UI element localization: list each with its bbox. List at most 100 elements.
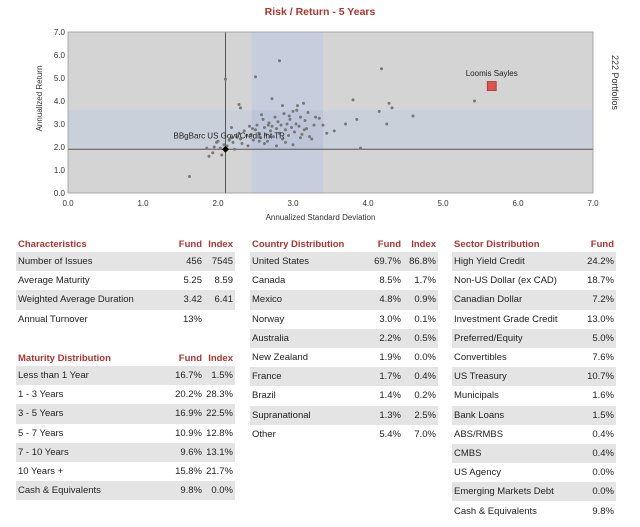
- cell-value: 5.25: [183, 275, 203, 287]
- data-point: [297, 124, 301, 128]
- data-point: [296, 104, 299, 108]
- column-header: Index: [208, 353, 233, 364]
- cell-value: 4.8%: [360, 290, 403, 310]
- x-tick-label: 2.0: [212, 199, 224, 208]
- table-row: US Agency 0.0%: [452, 463, 616, 482]
- cell-value: [204, 310, 235, 329]
- data-point: [279, 123, 283, 127]
- table-row: High Yield Credit 24.2%: [452, 252, 616, 272]
- horizontal-band: [68, 110, 593, 150]
- y-axis-label: Annualized Return: [35, 66, 44, 132]
- table-title: Characteristics: [18, 239, 87, 250]
- x-tick-label: 5.0: [437, 199, 449, 208]
- data-point: [276, 120, 280, 124]
- data-point: [207, 154, 211, 158]
- data-point: [359, 146, 362, 150]
- data-point: [261, 117, 265, 121]
- x-tick-label: 4.0: [362, 199, 374, 208]
- table-title: Sector Distribution: [454, 239, 540, 250]
- cell-value: 9.8%: [166, 481, 204, 501]
- table-row: CMBS 0.4%: [452, 443, 616, 464]
- data-point: [281, 104, 284, 108]
- country-distribution-table: Country Distribution Fund Index United Stat…: [250, 234, 438, 444]
- data-point: [287, 134, 290, 137]
- y-tick-label: 7.0: [54, 28, 66, 37]
- data-point: [284, 128, 287, 132]
- cell-value: 13.1%: [204, 442, 235, 462]
- fund-marker: [486, 81, 497, 91]
- data-point: [290, 125, 293, 129]
- data-point: [254, 128, 257, 132]
- row-label: Preferred/Equity: [452, 328, 572, 348]
- table-row: 7 - 10 Years 9.6% 13.1%: [16, 442, 235, 462]
- cell-value: 10.7%: [572, 367, 616, 387]
- cell-value: 0.0%: [572, 482, 616, 502]
- cell-value: 1.3%: [360, 405, 403, 425]
- cell-value: 1.7%: [360, 367, 403, 387]
- data-point: [248, 124, 251, 128]
- cell-value: 456: [166, 252, 204, 272]
- data-point: [355, 117, 359, 121]
- row-label: Supranational: [250, 405, 360, 425]
- data-point: [278, 131, 281, 135]
- y-tick-label: 3.0: [54, 120, 66, 129]
- table-title: Country Distribution: [252, 239, 345, 250]
- cell-value: 16.7%: [166, 366, 204, 386]
- data-point: [216, 139, 220, 143]
- data-point: [257, 131, 261, 135]
- cell-value: 0.0%: [204, 481, 235, 501]
- data-point: [288, 117, 292, 121]
- row-label: CMBS: [452, 443, 572, 464]
- cell-value: 2.5%: [403, 405, 438, 425]
- chart-title: Risk / Return - 5 Years: [264, 6, 376, 18]
- data-point: [227, 138, 231, 142]
- data-point: [275, 144, 278, 148]
- cell-value: 24.2%: [572, 252, 616, 272]
- data-point: [251, 127, 254, 131]
- data-point: [377, 109, 381, 113]
- y-tick-label: 6.0: [54, 51, 66, 60]
- cell-value: 86.8%: [403, 252, 438, 272]
- table-row: Emerging Markets Debt 0.0%: [452, 482, 616, 502]
- maturity-distribution-table: Maturity Distribution Fund Index Less than …: [16, 348, 235, 501]
- table-row: Bank Loans 1.5%: [452, 405, 616, 425]
- row-label: Canadian Dollar: [452, 290, 572, 310]
- data-point: [205, 146, 209, 150]
- row-label: Mexico: [250, 290, 360, 310]
- data-point: [332, 129, 336, 133]
- column-header: Index: [208, 239, 233, 250]
- benchmark-label: BBgBarc US Govt/Credit Int TR: [174, 131, 286, 140]
- cell-value: 15.8%: [175, 466, 202, 478]
- table-row: Mexico 4.8% 0.9%: [250, 290, 438, 310]
- plot-border: [67, 31, 594, 194]
- row-label: High Yield Credit: [452, 252, 572, 272]
- cell-value: 0.5%: [403, 328, 438, 348]
- column-header: Fund: [178, 239, 202, 250]
- row-label: Convertibles: [454, 352, 507, 364]
- table-row: Brazil 1.4% 0.2%: [250, 386, 438, 405]
- x-tick-label: 0.0: [62, 199, 74, 208]
- data-point: [380, 67, 383, 71]
- data-point: [303, 119, 307, 123]
- data-point: [317, 116, 321, 120]
- row-label: New Zealand: [252, 352, 308, 364]
- table-row: 3 - 5 Years 16.9% 22.5%: [16, 404, 235, 424]
- y-tick-label: 1.0: [54, 166, 66, 175]
- cell-value: 0.4%: [592, 428, 614, 440]
- cell-value: 1.9%: [379, 352, 401, 364]
- data-point: [299, 115, 302, 119]
- band-intersection: [251, 110, 323, 150]
- data-point: [255, 123, 259, 127]
- data-point: [269, 135, 272, 139]
- table-row: Preferred/Equity 5.0%: [452, 328, 616, 348]
- table-row: Annual Turnover 13%: [16, 310, 235, 329]
- table-row: US Treasury 10.7%: [452, 367, 616, 387]
- data-point: [385, 122, 389, 126]
- data-point: [325, 131, 329, 135]
- data-point: [266, 139, 269, 143]
- row-label: Municipals: [454, 390, 499, 402]
- data-point: [188, 174, 191, 178]
- table-title: Maturity Distribution: [18, 353, 111, 364]
- cell-value: 7.6%: [592, 352, 614, 364]
- x-tick-label: 7.0: [587, 199, 599, 208]
